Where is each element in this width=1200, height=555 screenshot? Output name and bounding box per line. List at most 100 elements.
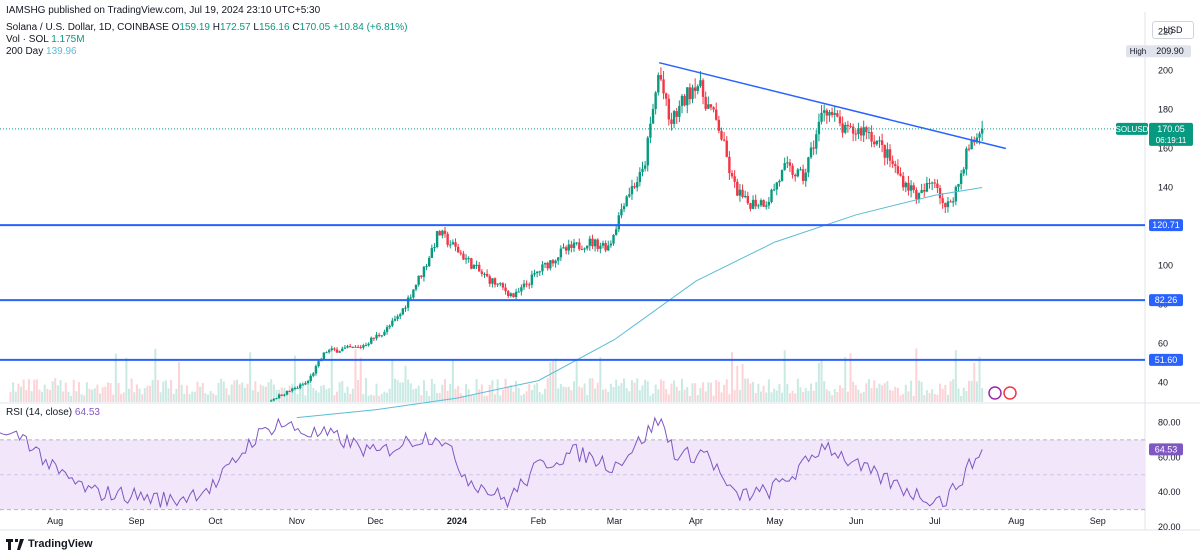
volume-bar [652, 393, 655, 402]
volume-bar [673, 380, 676, 402]
volume-bar [931, 389, 934, 402]
volume-bar [501, 389, 504, 402]
volume-bar [185, 385, 188, 402]
volume-bar [325, 389, 328, 402]
symbol-name[interactable]: Solana / U.S. Dollar, 1D, COINBASE [6, 22, 169, 33]
candle-body [298, 384, 302, 388]
currency-selector[interactable]: USD [1152, 21, 1194, 39]
volume-bar [27, 379, 30, 402]
volume-bar [380, 393, 383, 402]
candle-body [730, 173, 734, 177]
volume-bar [981, 388, 984, 402]
candle-body [293, 387, 297, 389]
volume-bar [799, 387, 802, 402]
volume-bar [691, 383, 694, 402]
candle-body [391, 320, 394, 326]
volume-bar [707, 382, 710, 402]
candle-body [693, 87, 697, 91]
volume-bar [117, 382, 120, 402]
candle-body [285, 390, 289, 395]
volume-bar [230, 384, 233, 402]
candle-body [946, 201, 950, 208]
candle-body [846, 124, 850, 127]
volume-bar [860, 393, 863, 402]
volume-bar [941, 388, 944, 402]
countdown-label: 06:19:11 [1156, 136, 1187, 145]
volume-bar [404, 365, 407, 402]
rsi-label[interactable]: RSI (14, close) [6, 407, 73, 418]
volume-bar [470, 395, 473, 402]
volume-bar [607, 391, 610, 402]
volume-bar [49, 390, 52, 402]
volume-bar [257, 391, 260, 402]
candle-body [828, 112, 831, 116]
volume-label[interactable]: Vol · SOL [6, 34, 49, 45]
volume-bar [507, 386, 510, 402]
candle-body [622, 206, 626, 210]
price-tick-label: 200 [1158, 66, 1173, 76]
volume-bar [330, 351, 333, 402]
candle-body [288, 390, 291, 392]
volume-bar [601, 389, 604, 402]
level-price-label: 51.60 [1155, 355, 1178, 365]
candle-body [409, 297, 412, 299]
candle-body [607, 245, 610, 251]
candle-body [849, 126, 852, 128]
low-value: 156.16 [258, 22, 290, 33]
ma-label[interactable]: 200 Day [6, 46, 44, 57]
candle-body [691, 87, 694, 100]
candle-body [430, 248, 434, 258]
volume-bar [393, 378, 396, 402]
candle-body [454, 242, 457, 247]
candle-body [504, 287, 507, 292]
volume-bar [196, 381, 199, 402]
volume-bar [209, 391, 212, 402]
rsi-legend: RSI (14, close) 64.53 [6, 407, 100, 418]
volume-bar [149, 385, 152, 402]
candle-body [528, 284, 531, 286]
candle-body [749, 203, 752, 209]
candle-body [936, 183, 939, 188]
volume-bar [731, 352, 734, 402]
volume-bar [178, 362, 181, 402]
volume-bar [696, 395, 699, 402]
candle-body [894, 164, 897, 167]
candle-body [675, 111, 678, 117]
volume-bar [817, 362, 820, 402]
candle-body [833, 113, 836, 115]
candle-body [612, 234, 615, 244]
candle-body [441, 230, 444, 236]
volume-bar [815, 381, 818, 402]
footer-brand: TradingView [6, 538, 93, 550]
volume-bar [225, 388, 228, 402]
volume-bar [407, 379, 410, 402]
volume-bar [154, 348, 157, 402]
candle-body [957, 184, 960, 187]
volume-bar [633, 382, 636, 402]
candle-body [335, 349, 339, 353]
volume-bar [56, 385, 59, 402]
volume-bar [878, 383, 881, 402]
candle-body [541, 264, 544, 272]
volume-bar [412, 389, 415, 402]
time-tick-label: Jul [929, 516, 941, 526]
volume-bar [583, 383, 586, 402]
volume-bar [904, 384, 907, 402]
volume-bar [228, 394, 231, 402]
rsi-value: 64.53 [74, 407, 100, 418]
volume-bar [346, 386, 349, 402]
rsi-tick-label: 40.00 [1158, 487, 1181, 497]
candle-body [551, 260, 555, 264]
candle-body [915, 190, 918, 200]
candle-body [554, 260, 557, 264]
volume-bar [41, 391, 44, 402]
volume-bar [143, 388, 146, 402]
candle-body [851, 126, 855, 134]
volume-bar [810, 383, 813, 402]
volume-bar [533, 384, 536, 402]
volume-bar [80, 394, 83, 402]
volume-bar [175, 388, 178, 402]
candle-body [283, 394, 286, 396]
volume-bar [604, 389, 607, 402]
